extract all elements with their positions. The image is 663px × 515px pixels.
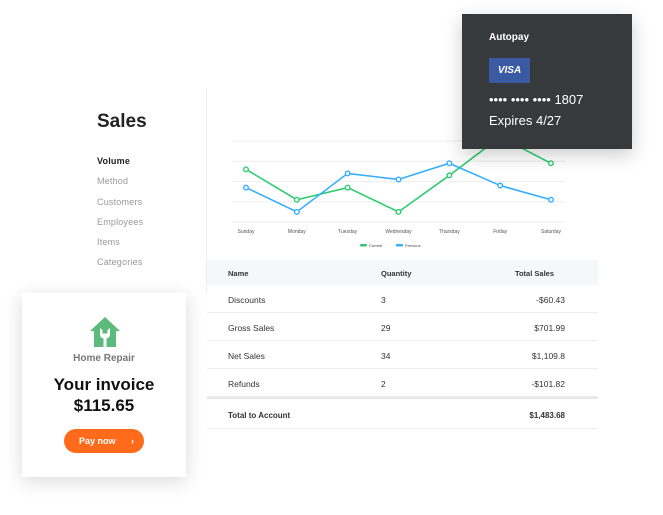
table-row: Net Sales 34 $1,109.8 bbox=[207, 341, 598, 369]
autopay-title: Autopay bbox=[489, 32, 529, 43]
invoice-amount: $115.65 bbox=[73, 396, 135, 415]
legend-label: Previous bbox=[405, 243, 421, 248]
data-point bbox=[446, 172, 453, 179]
sales-sidebar: Sales Volume Method Customers Employees … bbox=[72, 88, 207, 293]
sidebar-item-volume[interactable]: Volume bbox=[97, 156, 131, 166]
header-total-sales: Total Sales bbox=[514, 269, 554, 278]
table-total-row: Total to Account $1,483.68 bbox=[207, 397, 598, 429]
data-point bbox=[497, 182, 504, 189]
page-title: Sales bbox=[97, 111, 147, 132]
invoice-title: Your invoice bbox=[53, 375, 155, 394]
cell-total: $701.99 bbox=[534, 323, 565, 333]
data-point bbox=[344, 184, 351, 191]
data-point bbox=[395, 208, 402, 215]
card-number: •••• •••• •••• 1807 bbox=[489, 92, 584, 107]
data-point bbox=[548, 160, 555, 167]
cell-quantity: 34 bbox=[381, 351, 391, 361]
data-point bbox=[293, 196, 300, 203]
legend-label: Current bbox=[369, 243, 383, 248]
cell-total: -$60.43 bbox=[536, 295, 565, 305]
data-point bbox=[243, 166, 250, 173]
table-row: Refunds 2 -$101.82 bbox=[207, 369, 598, 397]
sidebar-item-customers[interactable]: Customers bbox=[97, 196, 143, 207]
cell-quantity: 3 bbox=[381, 295, 386, 305]
data-point bbox=[293, 208, 300, 215]
legend-swatch bbox=[360, 244, 367, 247]
sidebar-item-employees[interactable]: Employees bbox=[97, 216, 144, 227]
cell-quantity: 2 bbox=[381, 379, 386, 389]
x-tick-label: Thursday bbox=[439, 229, 460, 235]
x-tick-label: Monday bbox=[288, 229, 306, 235]
total-value: $1,483.68 bbox=[529, 411, 565, 420]
x-tick-label: Sunday bbox=[238, 229, 255, 235]
visa-logo: VISA bbox=[489, 58, 530, 83]
header-name: Name bbox=[228, 269, 249, 278]
chevron-right-icon: › bbox=[131, 436, 134, 446]
pay-now-button[interactable]: Pay now › bbox=[64, 429, 144, 453]
cell-total: $1,109.8 bbox=[531, 351, 565, 361]
data-point bbox=[395, 176, 402, 183]
invoice-card: Home Repair Your invoice $115.65 Pay now… bbox=[22, 293, 186, 477]
cell-quantity: 29 bbox=[381, 323, 391, 333]
data-point bbox=[344, 170, 351, 177]
data-point bbox=[243, 184, 250, 191]
pay-now-label: Pay now bbox=[79, 436, 116, 446]
x-tick-label: Tuesday bbox=[338, 229, 357, 235]
x-tick-label: Wednesday bbox=[385, 229, 412, 235]
autopay-card: Autopay VISA •••• •••• •••• 1807 Expires… bbox=[462, 14, 632, 149]
sidebar-item-categories[interactable]: Categories bbox=[97, 257, 143, 268]
sales-table: Name Quantity Total Sales Discounts 3 -$60… bbox=[207, 260, 598, 429]
cell-name: Refunds bbox=[228, 379, 260, 389]
cell-name: Gross Sales bbox=[228, 323, 275, 333]
sidebar-item-items[interactable]: Items bbox=[97, 237, 121, 248]
table-header: Name Quantity Total Sales bbox=[207, 260, 598, 285]
x-tick-label: Saturday bbox=[541, 229, 562, 235]
cell-total: -$101.82 bbox=[531, 379, 565, 389]
brand-name: Home Repair bbox=[73, 353, 135, 364]
house-wrench-icon bbox=[90, 317, 120, 347]
legend-swatch bbox=[396, 244, 403, 247]
data-point bbox=[446, 160, 453, 167]
sidebar-item-method[interactable]: Method bbox=[97, 176, 129, 187]
table-row: Gross Sales 29 $701.99 bbox=[207, 313, 598, 341]
x-tick-label: Friday bbox=[493, 229, 507, 235]
cell-name: Discounts bbox=[228, 295, 266, 305]
data-point bbox=[548, 196, 555, 203]
card-expiry: Expires 4/27 bbox=[489, 113, 562, 128]
cell-name: Net Sales bbox=[228, 351, 265, 361]
total-label: Total to Account bbox=[228, 411, 291, 420]
table-row: Discounts 3 -$60.43 bbox=[207, 285, 598, 313]
series-line-previous bbox=[245, 162, 552, 213]
sales-line-chart: Sunday Monday Tuesday Wednesday Thursday Frid… bbox=[232, 133, 565, 248]
header-quantity: Quantity bbox=[381, 269, 412, 278]
